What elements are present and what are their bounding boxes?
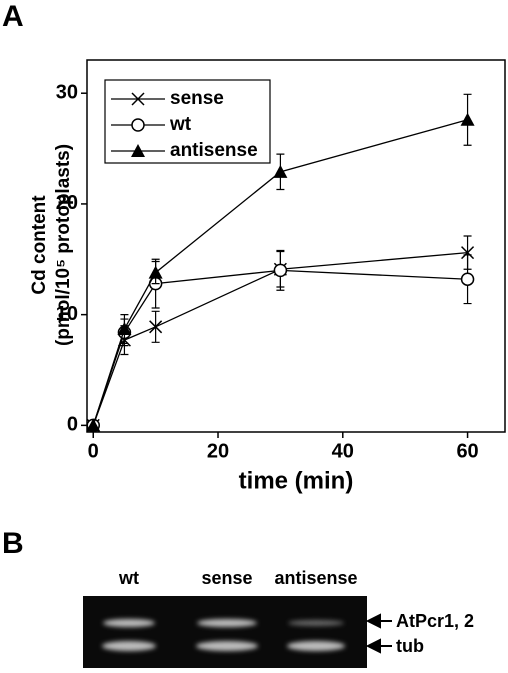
marker — [131, 118, 145, 132]
plot-frame — [86, 59, 506, 433]
x-tick-label: 40 — [332, 440, 354, 462]
marker — [131, 144, 145, 157]
y-tick-label: 0 — [67, 414, 78, 436]
marker — [460, 112, 475, 126]
marker — [149, 320, 163, 334]
x-tick-label: 0 — [88, 440, 99, 462]
y-tick-label: 30 — [56, 81, 78, 103]
y-tick-label: 10 — [56, 303, 78, 325]
lane-label: antisense — [274, 568, 357, 588]
band — [103, 619, 155, 627]
band-label: AtPcr1, 2 — [396, 611, 474, 631]
band-arrows — [365, 613, 392, 654]
band-label: tub — [396, 636, 424, 656]
marker — [460, 272, 475, 286]
marker — [273, 263, 288, 278]
legend-label: antisense — [170, 140, 258, 161]
y-axis-label: (pmol/10⁵ protoplasts) — [53, 144, 74, 346]
marker — [148, 265, 163, 279]
band — [197, 619, 257, 627]
arrow-head — [365, 613, 381, 629]
arrow-head — [365, 638, 381, 654]
marker — [86, 418, 101, 432]
band — [287, 641, 345, 651]
lane-label: sense — [201, 568, 252, 588]
marker — [461, 246, 475, 260]
y-tick-label: 20 — [56, 192, 78, 214]
series-line — [92, 269, 468, 426]
lane-label: wt — [118, 568, 139, 588]
marker — [117, 322, 132, 336]
marker — [131, 92, 145, 106]
x-tick-label: 60 — [456, 440, 478, 462]
gel-image — [83, 596, 367, 668]
legend-label: wt — [169, 114, 192, 135]
legend-label: sense — [170, 88, 224, 109]
y-axis-label: Cd content — [29, 195, 50, 295]
x-axis-label: time (min) — [239, 467, 354, 494]
panel-label: B — [2, 527, 24, 560]
band — [196, 641, 258, 651]
band — [102, 641, 156, 651]
panel-label: A — [2, 0, 24, 33]
marker — [273, 164, 288, 178]
x-tick-label: 20 — [207, 440, 229, 462]
band — [288, 620, 344, 626]
gel-bands — [102, 619, 345, 651]
